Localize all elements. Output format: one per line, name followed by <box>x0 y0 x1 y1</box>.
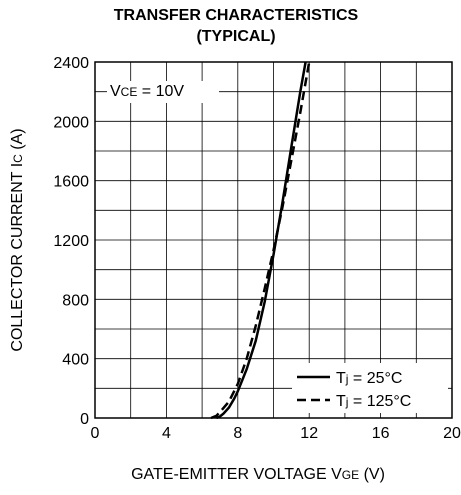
y-tick-labels: 0 400 800 1200 1600 2000 2400 <box>53 55 89 428</box>
x-axis-label: GATE-EMITTER VOLTAGE VGE (V) <box>131 466 385 483</box>
vce-annotation-sub: CE <box>121 85 138 99</box>
y-tick-label: 2000 <box>53 114 89 131</box>
y-tick-label: 800 <box>62 292 89 309</box>
x-tick-label: 8 <box>233 425 242 442</box>
vce-annotation-background <box>107 81 219 103</box>
y-tick-label: 400 <box>62 352 89 369</box>
y-axis-label: COLLECTOR CURRENT IC (A) <box>9 128 26 351</box>
y-tick-label: 1200 <box>53 233 89 250</box>
x-tick-label: 4 <box>162 425 171 442</box>
vce-annotation-prefix: V <box>110 83 121 100</box>
legend: Tj = 25°C Tj = 125°C <box>292 363 448 413</box>
y-tick-label: 1600 <box>53 174 89 191</box>
vce-annotation: VCE = 10V <box>110 83 184 100</box>
x-tick-label: 12 <box>300 425 318 442</box>
vce-annotation-text: = 10V <box>137 83 184 100</box>
chart-title: TRANSFER CHARACTERISTICS <box>114 7 359 24</box>
series-lines <box>210 61 311 420</box>
x-tick-label: 16 <box>372 425 390 442</box>
legend-label-25c: Tj = 25°C <box>336 370 402 387</box>
series-line-25c <box>215 61 307 420</box>
plot-frame <box>94 61 453 419</box>
y-tick-label: 2400 <box>53 55 89 72</box>
y-tick-label: 0 <box>80 411 89 428</box>
legend-label-125c: Tj = 125°C <box>336 393 411 410</box>
x-tick-labels: 0 4 8 12 16 20 <box>91 425 461 442</box>
chart-subtitle: (TYPICAL) <box>196 28 275 45</box>
series-line-125c <box>210 61 311 420</box>
x-tick-label: 0 <box>91 425 100 442</box>
legend-background <box>292 363 448 413</box>
x-tick-label: 20 <box>443 425 461 442</box>
grid-lines <box>95 62 452 418</box>
